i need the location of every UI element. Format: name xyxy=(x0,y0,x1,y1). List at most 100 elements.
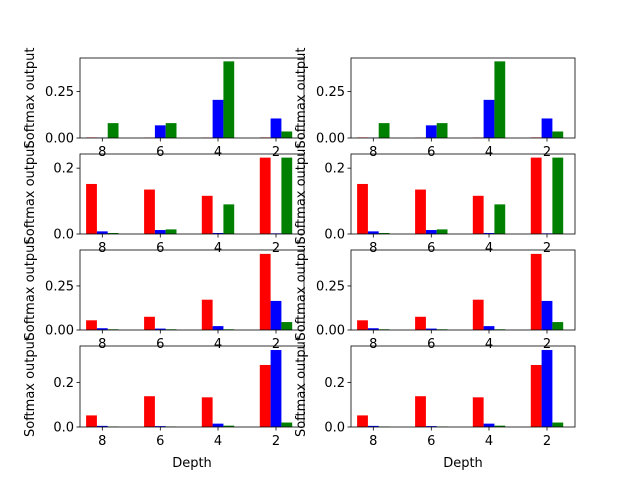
subplot-4-2: 0.0 0.2 8 6 4 2 Softmax output Depth xyxy=(294,336,576,471)
y-tick-label: 0.25 xyxy=(45,279,74,294)
bar-red-depth-2 xyxy=(259,253,271,330)
x-tick-label: 6 xyxy=(156,241,164,256)
x-tick-label: 4 xyxy=(214,145,222,160)
bar-blue-depth-6 xyxy=(154,125,166,138)
y-axis-label: Softmax output xyxy=(294,240,309,341)
y-tick-label: 0.0 xyxy=(324,228,345,243)
bar-green-depth-2 xyxy=(552,131,564,138)
x-axis-label: Depth xyxy=(172,456,212,471)
x-tick-label: 4 xyxy=(485,337,493,352)
axes-frame xyxy=(79,249,305,331)
x-tick-label: 2 xyxy=(272,241,280,256)
bar-blue-depth-6 xyxy=(425,125,437,138)
bar-green-depth-2 xyxy=(281,422,293,427)
bar-green-depth-6 xyxy=(165,123,177,138)
x-tick-label: 8 xyxy=(369,241,377,256)
bar-red-depth-6 xyxy=(144,396,155,427)
x-tick-label: 8 xyxy=(98,337,106,352)
x-tick-label: 6 xyxy=(156,145,164,160)
x-tick-label: 8 xyxy=(98,145,106,160)
subplot-4-1: 0.0 0.2 8 6 4 2 Softmax output Depth xyxy=(23,336,305,471)
bar-blue-depth-2 xyxy=(541,300,553,330)
bar-green-depth-4 xyxy=(223,425,235,427)
bar-green-depth-2 xyxy=(281,157,293,234)
bar-red-depth-8 xyxy=(357,320,368,330)
bar-red-depth-2 xyxy=(530,253,542,330)
y-tick-label: 0.25 xyxy=(45,85,74,100)
subplot-2-1: 0.0 0.2 8 6 4 2 Softmax output xyxy=(23,144,305,256)
x-tick-label: 8 xyxy=(369,434,377,449)
subplot-3-2: 0.00 0.25 8 6 4 2 Softmax output xyxy=(294,240,576,352)
bar-red-depth-4 xyxy=(472,195,484,234)
bar-green-depth-4 xyxy=(494,204,506,234)
bar-blue-depth-2 xyxy=(541,350,553,427)
bar-green-depth-8 xyxy=(107,233,119,234)
x-tick-label: 8 xyxy=(98,241,106,256)
bar-blue-depth-4 xyxy=(212,423,224,427)
y-axis-label: Softmax output xyxy=(23,240,38,341)
bar-green-depth-2 xyxy=(552,422,564,427)
x-tick-label: 4 xyxy=(214,241,222,256)
bar-blue-depth-6 xyxy=(154,230,166,234)
bar-blue-depth-4 xyxy=(483,326,495,330)
bar-red-depth-2 xyxy=(530,364,542,427)
x-tick-label: 8 xyxy=(98,434,106,449)
bar-red-depth-8 xyxy=(86,320,97,330)
bar-blue-depth-8 xyxy=(367,425,379,427)
y-tick-label: 0.0 xyxy=(53,228,74,243)
y-tick-label: 0.0 xyxy=(53,421,74,436)
x-tick-label: 8 xyxy=(369,337,377,352)
bar-red-depth-6 xyxy=(415,396,426,427)
axes-frame xyxy=(79,345,305,428)
bar-blue-depth-8 xyxy=(367,231,379,234)
x-tick-label: 2 xyxy=(543,145,551,160)
bar-blue-depth-2 xyxy=(541,118,553,138)
x-tick-label: 4 xyxy=(485,434,493,449)
subplot-2-2: 0.0 0.2 8 6 4 2 Softmax output xyxy=(294,144,576,256)
y-tick-label: 0.2 xyxy=(324,376,345,391)
x-tick-label: 6 xyxy=(427,241,435,256)
x-tick-label: 2 xyxy=(272,337,280,352)
bar-green-depth-6 xyxy=(436,229,448,234)
bar-green-depth-2 xyxy=(281,131,293,138)
x-tick-label: 6 xyxy=(427,145,435,160)
x-tick-label: 6 xyxy=(156,434,164,449)
bar-red-depth-2 xyxy=(259,157,271,234)
bar-green-depth-4 xyxy=(494,61,506,138)
bar-red-depth-4 xyxy=(472,299,484,330)
x-axis-label: Depth xyxy=(443,456,483,471)
bar-blue-depth-8 xyxy=(96,231,108,234)
bar-red-depth-6 xyxy=(415,316,426,330)
bar-red-depth-4 xyxy=(201,299,213,330)
x-tick-label: 8 xyxy=(369,145,377,160)
bar-blue-depth-6 xyxy=(425,426,437,427)
y-tick-label: 0.00 xyxy=(45,324,74,339)
bar-blue-depth-4 xyxy=(483,99,495,138)
subplot-1-2: 0.00 0.25 8 6 4 2 Softmax output xyxy=(294,48,576,160)
bar-green-depth-6 xyxy=(165,229,177,234)
y-tick-label: 0.2 xyxy=(324,162,345,177)
x-tick-label: 2 xyxy=(272,434,280,449)
y-axis-label: Softmax output xyxy=(294,48,309,149)
x-tick-label: 4 xyxy=(485,241,493,256)
bar-blue-depth-6 xyxy=(154,426,166,427)
subplot-3-1: 0.00 0.25 8 6 4 2 Softmax output xyxy=(23,240,305,352)
y-tick-label: 0.00 xyxy=(316,132,345,147)
bar-blue-depth-2 xyxy=(270,300,282,330)
bar-blue-depth-4 xyxy=(483,233,495,234)
bar-blue-depth-6 xyxy=(425,328,437,330)
bar-red-depth-6 xyxy=(144,316,155,330)
x-tick-label: 4 xyxy=(214,337,222,352)
bar-blue-depth-4 xyxy=(212,99,224,138)
y-axis-label: Softmax output xyxy=(23,48,38,149)
y-tick-label: 0.0 xyxy=(324,421,345,436)
bar-green-depth-2 xyxy=(281,322,293,330)
axes-frame xyxy=(350,249,576,331)
bar-red-depth-4 xyxy=(201,397,213,427)
y-tick-label: 0.25 xyxy=(316,85,345,100)
bar-green-depth-6 xyxy=(436,123,448,138)
y-tick-label: 0.2 xyxy=(53,376,74,391)
bar-blue-depth-6 xyxy=(154,328,166,330)
y-tick-label: 0.00 xyxy=(45,132,74,147)
